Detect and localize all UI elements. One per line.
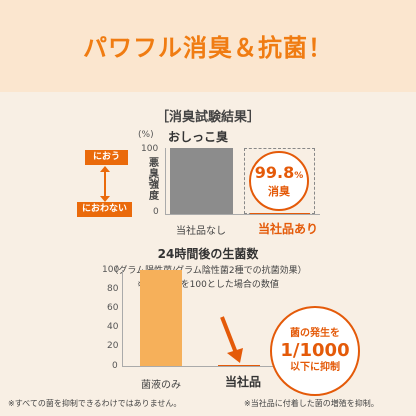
bacteria-category-right: 当社品: [225, 375, 262, 389]
bacteria-bar-product: [218, 365, 260, 366]
header-band: パワフル消臭＆抗菌！: [0, 0, 416, 92]
bacteria-note: ※菌液のみを100とした場合の数値: [137, 280, 279, 290]
deodor-y-tick-0: 0: [153, 207, 159, 217]
footer-note-left: ※すべての菌を抑制できるわけではありません。: [8, 399, 182, 408]
deodor-x-axis-line: [165, 214, 320, 215]
deodor-bar-with: [250, 213, 310, 214]
deodor-y-axis-label: 悪臭強度: [149, 158, 159, 202]
page-title: パワフル消臭＆抗菌！: [83, 34, 333, 62]
footer-note-right: ※当社品に付着した菌の増殖を抑制。: [244, 399, 379, 408]
no-smell-badge: におわない: [77, 202, 132, 217]
deodor-callout-value: 99.8: [254, 163, 295, 182]
deodor-chart-title: おしっこ臭: [168, 130, 229, 144]
bacteria-y-tick-80: 80: [107, 284, 119, 294]
smells-badge: におう: [85, 150, 128, 165]
bacteria-y-axis-line: [122, 270, 123, 366]
deodor-callout-unit: %: [294, 171, 304, 181]
bacteria-y-tick-20: 20: [107, 341, 119, 351]
deodor-y-tick-50: 50: [148, 176, 160, 186]
bacteria-y-tick-0: 0: [112, 361, 118, 371]
deodor-category-right: 当社品あり: [258, 222, 319, 236]
bacteria-chart-title: 24時間後の生菌数: [157, 247, 259, 261]
deodor-callout-text: 消臭: [268, 185, 290, 198]
deodor-unit: (%): [138, 130, 154, 140]
bacteria-y-tick-100: 100: [102, 265, 120, 275]
deodor-y-tick-100: 100: [141, 144, 159, 154]
deodor-section-title: ［消臭試験結果］: [155, 110, 260, 125]
bacteria-x-axis-line: [122, 366, 282, 367]
reduction-arrow: [216, 315, 246, 365]
bacteria-y-tick-40: 40: [107, 322, 119, 332]
bacteria-y-tick-60: 60: [107, 303, 119, 313]
smell-scale-arrow: [100, 166, 110, 202]
deodor-category-left: 当社品なし: [176, 226, 226, 237]
bacteria-subtitle: （グラム陽性菌/グラム陰性菌2種での抗菌効果）: [109, 266, 307, 276]
deodor-callout: 99.8% 消臭: [249, 151, 309, 211]
bacteria-callout: 菌の発生を 1/1000 以下に抑制: [270, 306, 360, 396]
bacteria-callout-bottom: 以下に抑制: [290, 362, 340, 373]
bacteria-callout-value: 1/1000: [280, 340, 350, 361]
deodor-bar-without: [170, 148, 233, 214]
deodor-y-axis-line: [165, 148, 166, 214]
bacteria-bar-control: [140, 270, 182, 366]
bacteria-category-left: 菌液のみ: [141, 380, 181, 391]
bacteria-callout-top: 菌の発生を: [290, 328, 340, 339]
